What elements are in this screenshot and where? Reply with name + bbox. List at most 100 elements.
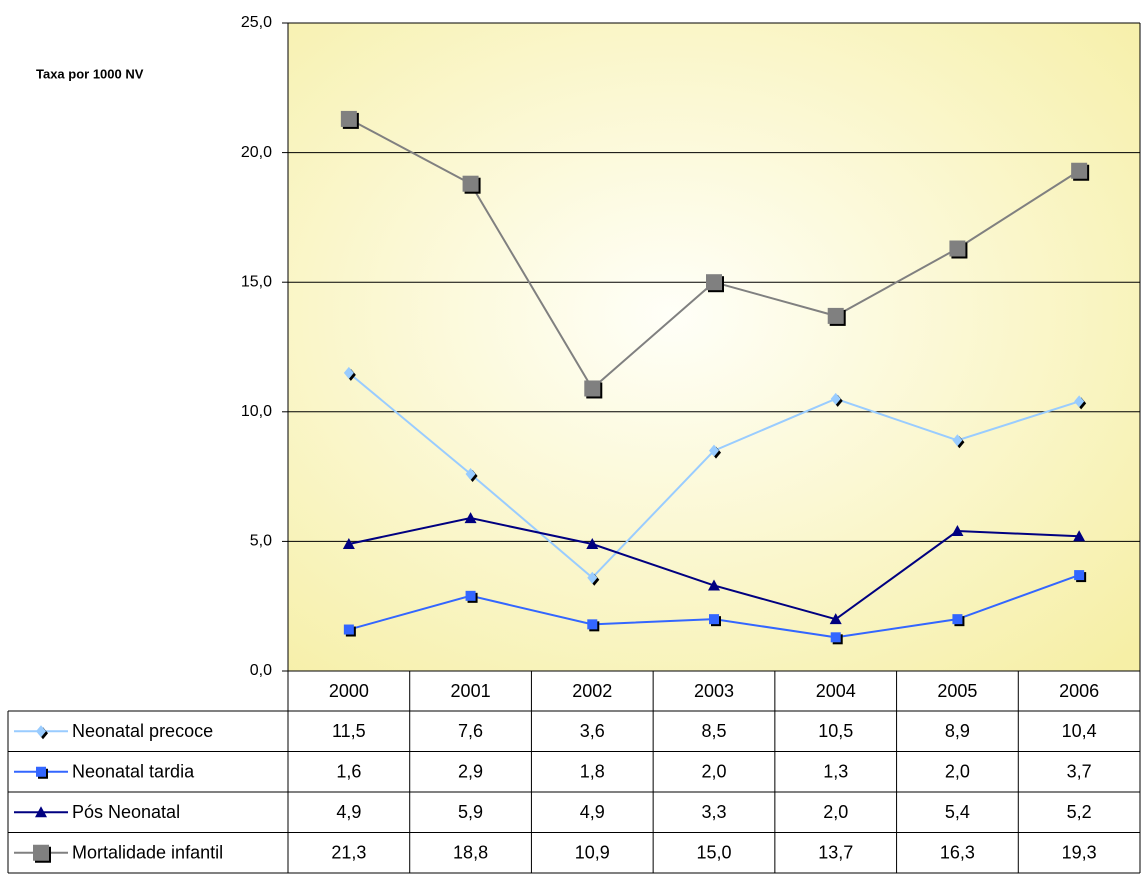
table-value: 13,7 bbox=[818, 843, 853, 863]
table-value: 11,5 bbox=[332, 721, 366, 741]
legend-label: Mortalidade infantil bbox=[72, 843, 223, 863]
legend-symbol bbox=[14, 725, 68, 740]
marker-symbol bbox=[340, 110, 357, 127]
marker-symbol bbox=[464, 512, 477, 524]
data-point bbox=[709, 444, 721, 459]
table-value: 18,8 bbox=[453, 843, 488, 863]
x-tick-label: 2002 bbox=[572, 681, 612, 701]
data-point bbox=[462, 175, 481, 194]
x-tick-label: 2004 bbox=[816, 681, 856, 701]
marker-symbol bbox=[708, 579, 720, 591]
data-point bbox=[587, 571, 600, 586]
data-point bbox=[830, 632, 843, 645]
data-point bbox=[952, 434, 965, 449]
marker-symbol bbox=[587, 571, 598, 584]
data-point bbox=[465, 468, 478, 483]
marker-symbol bbox=[587, 619, 598, 630]
data-point bbox=[1073, 530, 1086, 542]
table-value: 3,3 bbox=[701, 802, 726, 822]
table-value: 10,5 bbox=[818, 721, 853, 741]
marker-symbol bbox=[827, 307, 844, 324]
marker-symbol bbox=[584, 380, 601, 397]
x-tick-label: 2001 bbox=[451, 681, 491, 701]
marker-symbol bbox=[1073, 530, 1086, 542]
x-tick-label: 2003 bbox=[694, 681, 734, 701]
data-point bbox=[586, 537, 599, 549]
data-point bbox=[587, 619, 600, 632]
data-point bbox=[584, 380, 603, 399]
marker-symbol bbox=[343, 624, 354, 635]
marker-symbol bbox=[586, 537, 599, 549]
table-value: 4,9 bbox=[336, 802, 361, 822]
marker-symbol bbox=[36, 725, 46, 738]
marker-symbol bbox=[709, 444, 719, 457]
table-value: 2,9 bbox=[458, 762, 483, 782]
legend-label: Neonatal tardia bbox=[72, 762, 195, 782]
marker-symbol bbox=[343, 366, 354, 379]
table-value: 8,9 bbox=[945, 721, 970, 741]
marker-symbol bbox=[35, 806, 47, 818]
data-point bbox=[1074, 395, 1087, 410]
data-point bbox=[706, 274, 724, 293]
marker-symbol bbox=[465, 590, 476, 601]
table-value: 19,3 bbox=[1062, 843, 1097, 863]
y-tick-label: 25,0 bbox=[241, 14, 272, 31]
table-value: 5,9 bbox=[458, 802, 483, 822]
table-value: 2,0 bbox=[701, 762, 726, 782]
marker-symbol bbox=[830, 632, 841, 643]
marker-symbol bbox=[709, 614, 719, 625]
legend-symbol bbox=[14, 766, 68, 779]
y-tick-label: 10,0 bbox=[241, 403, 272, 420]
x-tick-label: 2006 bbox=[1059, 681, 1099, 701]
table-value: 8,5 bbox=[701, 721, 726, 741]
plot-area bbox=[288, 23, 1140, 671]
x-tick-label: 2000 bbox=[329, 681, 369, 701]
marker-symbol bbox=[33, 844, 49, 861]
data-point bbox=[342, 537, 355, 549]
table-value: 3,6 bbox=[580, 721, 605, 741]
y-tick-label: 20,0 bbox=[241, 144, 272, 161]
marker-symbol bbox=[36, 766, 46, 777]
data-point bbox=[830, 392, 843, 407]
table-value: 5,4 bbox=[945, 802, 970, 822]
marker-symbol bbox=[706, 274, 722, 291]
table-value: 10,4 bbox=[1062, 721, 1097, 741]
marker-symbol bbox=[951, 525, 964, 537]
table-value: 3,7 bbox=[1067, 762, 1092, 782]
data-point bbox=[709, 614, 721, 627]
marker-symbol bbox=[1071, 162, 1088, 179]
marker-symbol bbox=[465, 468, 476, 481]
y-tick-label: 15,0 bbox=[241, 273, 272, 290]
table-value: 4,9 bbox=[580, 802, 605, 822]
legend-label: Neonatal precoce bbox=[72, 721, 213, 741]
x-tick-label: 2005 bbox=[937, 681, 977, 701]
data-point bbox=[827, 307, 846, 326]
y-tick-label: 0,0 bbox=[250, 662, 272, 679]
data-point bbox=[829, 613, 842, 625]
data-point bbox=[1071, 162, 1090, 181]
table-value: 1,6 bbox=[336, 762, 361, 782]
marker-symbol bbox=[462, 175, 479, 192]
marker-symbol bbox=[829, 613, 842, 625]
marker-symbol bbox=[949, 240, 966, 257]
legend-symbol bbox=[14, 844, 68, 863]
data-point bbox=[949, 240, 968, 259]
table-value: 2,0 bbox=[823, 802, 848, 822]
table-value: 16,3 bbox=[940, 843, 975, 863]
table-value: 7,6 bbox=[458, 721, 483, 741]
marker-symbol bbox=[1074, 395, 1085, 408]
y-axis-title: Taxa por 1000 NV bbox=[36, 66, 144, 81]
data-point bbox=[1074, 570, 1087, 583]
marker-symbol bbox=[1074, 570, 1085, 581]
marker-symbol bbox=[342, 537, 355, 549]
data-point bbox=[340, 110, 359, 129]
table-value: 2,0 bbox=[945, 762, 970, 782]
data-point bbox=[343, 624, 356, 637]
table-value: 1,8 bbox=[580, 762, 605, 782]
data-point bbox=[465, 590, 478, 603]
data-point bbox=[952, 614, 965, 627]
legend-label: Pós Neonatal bbox=[72, 802, 180, 822]
legend-symbol bbox=[14, 806, 68, 818]
table-value: 21,3 bbox=[331, 843, 366, 863]
